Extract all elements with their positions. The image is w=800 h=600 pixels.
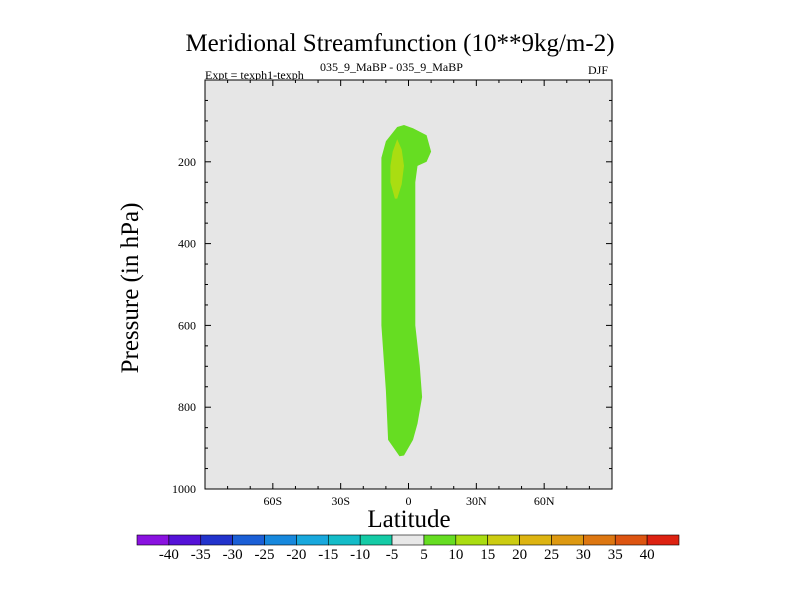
experiment-label: Expt = texph1-texph [205, 68, 304, 82]
axes: 200 400 600 800 1000 60S 30S 0 30N 60N [172, 79, 613, 508]
colorbar-swatch [519, 534, 552, 546]
colorbar-label: 40 [640, 547, 655, 563]
colorbar-swatch [455, 534, 489, 546]
colorbar-swatch [327, 534, 361, 546]
colorbar-swatch [264, 534, 297, 546]
y-axis-title: Pressure (in hPa) [117, 203, 144, 374]
colorbar-swatch [423, 534, 457, 546]
x-tick-label: 60N [534, 494, 555, 508]
colorbar-label: -10 [350, 547, 370, 563]
colorbar-label: -25 [255, 547, 275, 563]
colorbar-label: 10 [448, 547, 463, 563]
colorbar-label: 35 [608, 547, 623, 563]
colorbar-label: -35 [191, 547, 211, 563]
colorbar-label: 25 [544, 547, 559, 563]
contour-region-10-15-1 [390, 139, 404, 199]
colorbar-swatch [168, 534, 202, 546]
x-axis-title: Latitude [367, 506, 450, 533]
y-tick-label: 600 [178, 318, 196, 332]
colorbar-label: -15 [318, 547, 338, 563]
colorbar-label: 30 [576, 547, 591, 563]
x-tick-label: 30N [466, 494, 487, 508]
experiment-superscript: 035_9_MaBP - 035_9_MaBP [320, 60, 463, 74]
colorbar-swatch [359, 534, 393, 546]
colorbar-swatch [487, 534, 520, 546]
colorbar-swatch [551, 534, 584, 546]
x-tick-label: 60S [263, 494, 282, 508]
contour-region-5-10-0 [381, 125, 432, 457]
x-tick-label: 30S [331, 494, 350, 508]
y-tick-label: 400 [178, 237, 196, 251]
chart-title: Meridional Streamfunction (10**9kg/m-2) [185, 30, 615, 57]
colorbar-swatch [200, 534, 233, 546]
colorbar-swatch [232, 534, 265, 546]
colorbar-swatch [646, 534, 680, 546]
x-tick-label: 0 [406, 494, 412, 508]
plot-area [205, 80, 612, 489]
y-tick-label: 200 [178, 155, 196, 169]
colorbar-label: -40 [159, 547, 179, 563]
colorbar-label: -20 [286, 547, 306, 563]
colorbar-label: 15 [480, 547, 495, 563]
colorbar: -40 -35 -30 -25 -20 -15 -10 -5 5 10 15 20 25 30 35 40 [136, 534, 680, 563]
colorbar-label: -5 [386, 547, 399, 563]
colorbar-swatch [296, 534, 329, 546]
y-tick-label: 1000 [172, 482, 196, 496]
colorbar-label: -30 [223, 547, 243, 563]
colorbar-label: 5 [420, 547, 428, 563]
colorbar-swatch [583, 534, 616, 546]
colorbar-swatch [614, 534, 648, 546]
colorbar-swatch [136, 534, 170, 546]
colorbar-label: 20 [512, 547, 527, 563]
y-tick-label: 800 [178, 400, 196, 414]
season-label: DJF [588, 63, 609, 77]
colorbar-swatch [391, 534, 425, 546]
